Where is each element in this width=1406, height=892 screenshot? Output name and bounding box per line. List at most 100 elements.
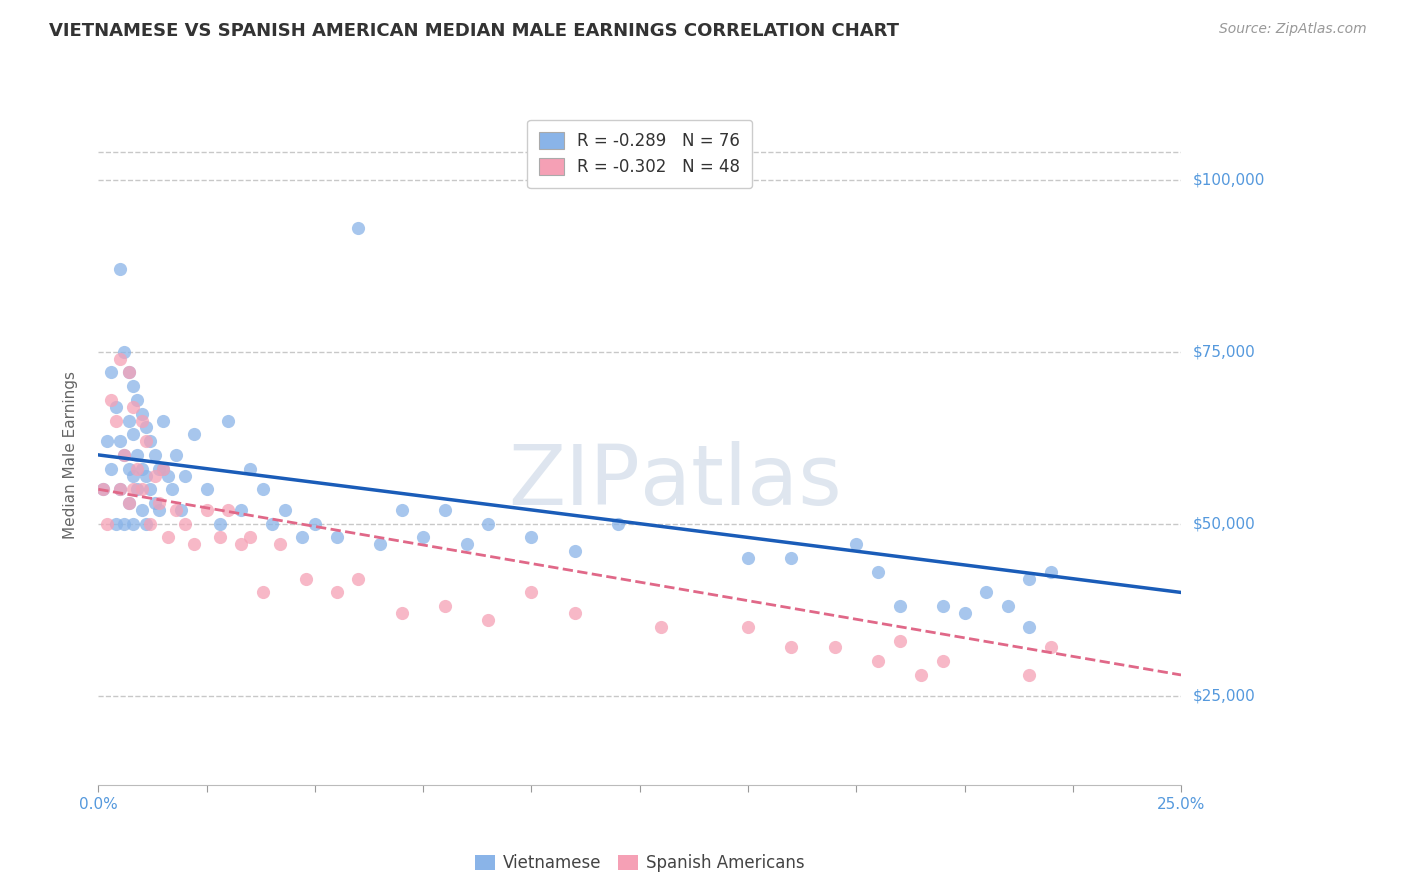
Point xyxy=(737,620,759,634)
Point xyxy=(108,351,131,366)
Point xyxy=(143,496,166,510)
Point xyxy=(135,420,157,434)
Point xyxy=(347,572,370,586)
Point xyxy=(91,483,114,497)
Point xyxy=(135,434,157,449)
Point xyxy=(122,516,145,531)
Point xyxy=(112,516,135,531)
Point xyxy=(974,585,997,599)
Point xyxy=(231,503,253,517)
Point xyxy=(520,585,543,599)
Point xyxy=(127,461,149,475)
Point xyxy=(143,468,166,483)
Point xyxy=(260,516,283,531)
Point xyxy=(231,537,253,551)
Point xyxy=(131,503,153,517)
Point xyxy=(139,434,162,449)
Point xyxy=(96,516,118,531)
Point xyxy=(607,516,630,531)
Point xyxy=(208,516,231,531)
Point xyxy=(866,654,889,668)
Point xyxy=(208,530,231,544)
Point xyxy=(148,503,170,517)
Point xyxy=(118,461,141,475)
Point xyxy=(122,379,145,393)
Point xyxy=(845,537,868,551)
Point xyxy=(252,483,274,497)
Point xyxy=(112,344,135,359)
Point xyxy=(108,483,131,497)
Point xyxy=(118,366,141,380)
Point xyxy=(118,496,141,510)
Point xyxy=(456,537,478,551)
Point xyxy=(780,640,803,655)
Point xyxy=(520,530,543,544)
Point xyxy=(391,503,413,517)
Point xyxy=(932,599,955,614)
Text: $100,000: $100,000 xyxy=(1192,172,1264,187)
Point xyxy=(156,530,179,544)
Point xyxy=(217,413,239,427)
Point xyxy=(239,530,262,544)
Point xyxy=(183,537,205,551)
Point xyxy=(100,461,122,475)
Point xyxy=(1040,565,1063,579)
Point xyxy=(139,516,162,531)
Point xyxy=(91,483,114,497)
Point xyxy=(135,468,157,483)
Point xyxy=(1018,572,1040,586)
Point xyxy=(143,448,166,462)
Point xyxy=(156,468,179,483)
Point xyxy=(1040,640,1063,655)
Point xyxy=(122,483,145,497)
Point xyxy=(889,599,911,614)
Point xyxy=(304,516,326,531)
Text: ZIP: ZIP xyxy=(508,441,640,522)
Point xyxy=(932,654,955,668)
Point xyxy=(889,633,911,648)
Y-axis label: Median Male Earnings: Median Male Earnings xyxy=(63,371,77,539)
Point xyxy=(291,530,314,544)
Point xyxy=(104,516,127,531)
Point xyxy=(433,503,456,517)
Point xyxy=(780,551,803,566)
Point xyxy=(122,400,145,414)
Point xyxy=(112,448,135,462)
Point xyxy=(131,483,153,497)
Point xyxy=(412,530,434,544)
Point xyxy=(910,668,932,682)
Point xyxy=(112,448,135,462)
Legend: Vietnamese, Spanish Americans: Vietnamese, Spanish Americans xyxy=(468,847,811,879)
Point xyxy=(122,468,145,483)
Point xyxy=(564,606,586,620)
Point xyxy=(239,461,262,475)
Point xyxy=(148,496,170,510)
Point xyxy=(152,413,174,427)
Point xyxy=(269,537,291,551)
Point xyxy=(100,366,122,380)
Point xyxy=(127,448,149,462)
Point xyxy=(737,551,759,566)
Point xyxy=(104,400,127,414)
Point xyxy=(100,392,122,407)
Point xyxy=(195,503,218,517)
Point xyxy=(650,620,672,634)
Point xyxy=(866,565,889,579)
Point xyxy=(165,448,187,462)
Point xyxy=(122,427,145,442)
Point xyxy=(477,516,499,531)
Text: VIETNAMESE VS SPANISH AMERICAN MEDIAN MALE EARNINGS CORRELATION CHART: VIETNAMESE VS SPANISH AMERICAN MEDIAN MA… xyxy=(49,22,900,40)
Point xyxy=(347,221,370,235)
Point xyxy=(127,483,149,497)
Point xyxy=(997,599,1019,614)
Point xyxy=(96,434,118,449)
Point xyxy=(131,407,153,421)
Point xyxy=(174,516,197,531)
Point xyxy=(165,503,187,517)
Point xyxy=(108,262,131,277)
Point xyxy=(433,599,456,614)
Point xyxy=(391,606,413,620)
Point xyxy=(139,483,162,497)
Point xyxy=(252,585,274,599)
Point xyxy=(131,413,153,427)
